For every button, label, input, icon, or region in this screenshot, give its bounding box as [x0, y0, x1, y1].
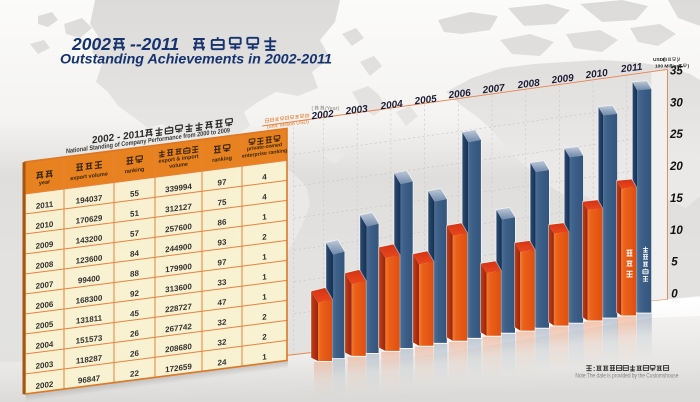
svg-text:): ) — [688, 63, 690, 69]
svg-text:2005: 2005 — [36, 320, 54, 331]
svg-text:123600: 123600 — [76, 253, 103, 265]
svg-text:194037: 194037 — [76, 193, 103, 205]
svg-text:2009: 2009 — [36, 240, 54, 251]
svg-text:172659: 172659 — [165, 362, 192, 374]
svg-text:267742: 267742 — [165, 322, 192, 334]
svg-text:312127: 312127 — [165, 202, 192, 214]
svg-text:(unit: Million USD): (unit: Million USD) — [267, 119, 309, 130]
svg-text:24: 24 — [218, 357, 227, 367]
svg-text:2011: 2011 — [36, 200, 54, 211]
svg-text:4: 4 — [262, 172, 267, 182]
svg-text:2005: 2005 — [413, 94, 438, 108]
svg-text:33: 33 — [218, 277, 227, 287]
svg-text:5: 5 — [671, 257, 678, 269]
svg-text:--2011: --2011 — [130, 34, 179, 54]
svg-text:1: 1 — [262, 272, 267, 282]
svg-text:private-owned: private-owned — [247, 142, 282, 152]
svg-text:96847: 96847 — [78, 374, 101, 386]
svg-text:47: 47 — [218, 297, 227, 307]
svg-text:100 Million(: 100 Million( — [655, 63, 682, 69]
svg-text:2006: 2006 — [36, 300, 54, 311]
svg-text:Note:The date is provided by t: Note:The date is provided by the Customs… — [575, 372, 678, 379]
svg-text:2007: 2007 — [36, 280, 54, 291]
svg-text:88: 88 — [130, 269, 139, 279]
svg-text:1: 1 — [262, 352, 267, 362]
svg-text:99400: 99400 — [78, 274, 101, 286]
svg-text:2002: 2002 — [310, 109, 335, 123]
svg-text:2002: 2002 — [36, 380, 54, 391]
svg-text:143200: 143200 — [76, 233, 103, 245]
svg-text:volume: volume — [169, 162, 188, 170]
svg-text:2003: 2003 — [36, 360, 54, 371]
svg-text:ranking: ranking — [212, 156, 232, 165]
svg-text:168300: 168300 — [76, 293, 103, 305]
svg-text:170629: 170629 — [76, 213, 103, 225]
svg-text:ranking: ranking — [125, 167, 145, 176]
svg-text:2: 2 — [262, 312, 267, 322]
svg-text:30: 30 — [670, 97, 683, 109]
svg-text:22: 22 — [130, 369, 139, 379]
svg-text:45: 45 — [130, 309, 139, 319]
svg-text:208680: 208680 — [165, 342, 192, 354]
svg-text:USD(: USD( — [653, 57, 665, 63]
svg-text:2004: 2004 — [379, 99, 404, 113]
svg-text:55: 55 — [130, 189, 139, 199]
svg-text:51: 51 — [130, 209, 139, 219]
svg-text:228727: 228727 — [165, 302, 192, 314]
svg-text:0: 0 — [671, 289, 678, 301]
svg-text:2003: 2003 — [344, 104, 369, 118]
svg-text:2007: 2007 — [481, 83, 506, 97]
svg-text:84: 84 — [130, 249, 139, 259]
svg-text:15: 15 — [670, 193, 683, 205]
svg-text:year: year — [39, 179, 51, 187]
svg-text:26: 26 — [130, 349, 139, 359]
svg-text:2009: 2009 — [550, 73, 575, 87]
svg-text:2006: 2006 — [447, 88, 472, 102]
svg-text:)/: )/ — [677, 57, 681, 63]
svg-text:export volume: export volume — [70, 171, 108, 182]
svg-text:2: 2 — [262, 232, 267, 242]
svg-text:86: 86 — [218, 217, 227, 227]
svg-text:244900: 244900 — [165, 242, 192, 254]
svg-text:(: ( — [312, 106, 314, 112]
svg-text:131811: 131811 — [76, 313, 103, 325]
svg-text:57: 57 — [130, 229, 139, 239]
svg-text:93: 93 — [218, 237, 227, 247]
svg-text:118287: 118287 — [76, 353, 103, 365]
svg-text:313600: 313600 — [165, 282, 192, 294]
svg-text:/Year): /Year) — [325, 106, 339, 112]
svg-text:32: 32 — [218, 337, 227, 347]
svg-text:75: 75 — [218, 197, 227, 207]
svg-text:151573: 151573 — [76, 333, 103, 345]
svg-text:2011: 2011 — [619, 62, 643, 76]
svg-text:25: 25 — [669, 129, 683, 141]
svg-text::: : — [593, 366, 595, 373]
svg-text:10: 10 — [670, 225, 683, 237]
svg-text:2002: 2002 — [71, 34, 111, 54]
svg-text:35: 35 — [670, 66, 683, 78]
svg-text:2008: 2008 — [516, 78, 541, 92]
svg-text:26: 26 — [130, 329, 139, 339]
svg-text:enterprise ranking: enterprise ranking — [242, 148, 287, 160]
svg-text:97: 97 — [218, 177, 227, 187]
svg-text:2010: 2010 — [36, 220, 54, 231]
svg-text:257600: 257600 — [165, 222, 192, 234]
svg-text:179900: 179900 — [165, 262, 192, 274]
svg-text:2: 2 — [262, 332, 267, 342]
svg-text:92: 92 — [130, 289, 139, 299]
svg-text:export & import: export & import — [158, 154, 198, 165]
svg-text:1: 1 — [262, 212, 267, 222]
svg-text:1: 1 — [262, 292, 267, 302]
svg-text:2008: 2008 — [36, 260, 54, 271]
svg-text:1: 1 — [262, 252, 267, 262]
svg-text:32: 32 — [218, 317, 227, 327]
svg-text:339994: 339994 — [165, 182, 192, 194]
svg-text:97: 97 — [218, 257, 227, 267]
svg-text:2010: 2010 — [584, 68, 609, 82]
svg-text:20: 20 — [669, 161, 683, 173]
svg-text:4: 4 — [262, 192, 267, 202]
svg-text:2004: 2004 — [36, 340, 54, 351]
svg-text:Outstanding Achievements in 20: Outstanding Achievements in 2002-2011 — [60, 51, 332, 67]
